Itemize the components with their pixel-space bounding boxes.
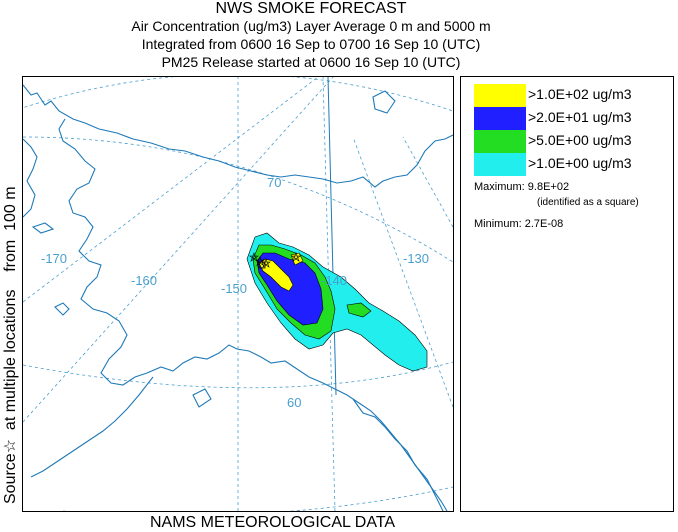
legend-swatch-yellow [474,84,526,107]
legend-swatch-cyan [474,153,526,176]
legend-label-cyan: >1.0E+00 ug/m3 [528,155,632,171]
panhandle-coast [352,398,444,511]
border-line [327,77,337,396]
lon-label-160: -160 [131,273,157,288]
release-info: PM25 Release started at 0600 16 Sep 10 (… [161,54,461,70]
smoke-map[interactable]: 70 60 -170 -160 -150 -140 -130 [22,76,454,512]
concentration-legend: >1.0E+02 ug/m3 >2.0E+01 ug/m3 >5.0E+00 u… [460,76,674,512]
siberia-coast [23,138,38,218]
nunivak-island [54,302,70,316]
lon-label-150: -150 [221,281,247,296]
lon-label-170: -170 [41,251,67,266]
legend-label-yellow: >1.0E+02 ug/m3 [528,86,632,102]
source-star-icon-2 [255,256,265,266]
source-word: Source [2,453,19,504]
latitude-60-line [23,361,453,389]
kodiak-island [192,388,212,408]
graticule-labels: 70 60 -170 -160 -150 -140 -130 [41,175,429,410]
plume-green-tail [346,302,372,318]
banks-island [372,90,396,114]
coastlines [23,84,453,511]
latitude-70-line [23,136,453,263]
legend-item-yellow: >1.0E+02 ug/m3 [474,84,670,107]
source-markers [249,252,301,268]
legend-label-blue: >2.0E+01 ug/m3 [528,109,632,125]
alaska-south-coast [146,344,448,511]
lon-label-140: -140 [321,273,347,288]
aleutian-chain [30,376,154,478]
st-lawrence-island [31,222,55,234]
lat-label-60: 60 [287,395,301,410]
source-star-icon-4 [261,258,271,268]
longitude-160-line [23,77,334,423]
concentration-subtitle: Air Concentration (ug/m3) Layer Average … [131,18,491,34]
latitude-80-line [23,77,453,112]
lat-label-70: 70 [267,175,281,190]
legend-item-green: >5.0E+00 ug/m3 [474,130,670,153]
legend-identified-note: (identified as a square) [537,197,639,208]
lon-label-130: -130 [403,251,429,266]
maximum-square-marker [258,261,266,269]
legend-maximum: Maximum: 9.8E+02 [474,181,570,193]
source-star-icon-1 [249,252,259,262]
source-star-icon-3 [291,252,301,262]
legend-swatch-blue [474,107,526,130]
integration-period: Integrated from 0600 16 Sep to 0700 16 S… [141,36,481,52]
longitude-120-line [402,136,453,228]
legend-item-cyan: >1.0E+00 ug/m3 [474,153,670,176]
source-location-text: at multiple locations from 100 m [2,186,19,439]
legend-swatch-green [474,130,526,153]
legend-minimum: Minimum: 2.7E-08 [474,218,564,230]
latitude-50-line [63,486,453,511]
longitude-170-line [23,77,319,303]
data-source-footer: NAMS METEOROLOGICAL DATA [150,514,396,531]
source-star-icon: ☆ [2,438,19,454]
alaska-west-coast [58,118,148,386]
legend-label-green: >5.0E+00 ug/m3 [528,132,632,148]
arctic-coast [23,84,453,188]
legend-item-blue: >2.0E+01 ug/m3 [474,107,670,130]
forecast-title: NWS SMOKE FORECAST [215,0,407,17]
map-canvas: 70 60 -170 -160 -150 -140 -130 [23,77,453,511]
plume-yellow [258,258,294,292]
